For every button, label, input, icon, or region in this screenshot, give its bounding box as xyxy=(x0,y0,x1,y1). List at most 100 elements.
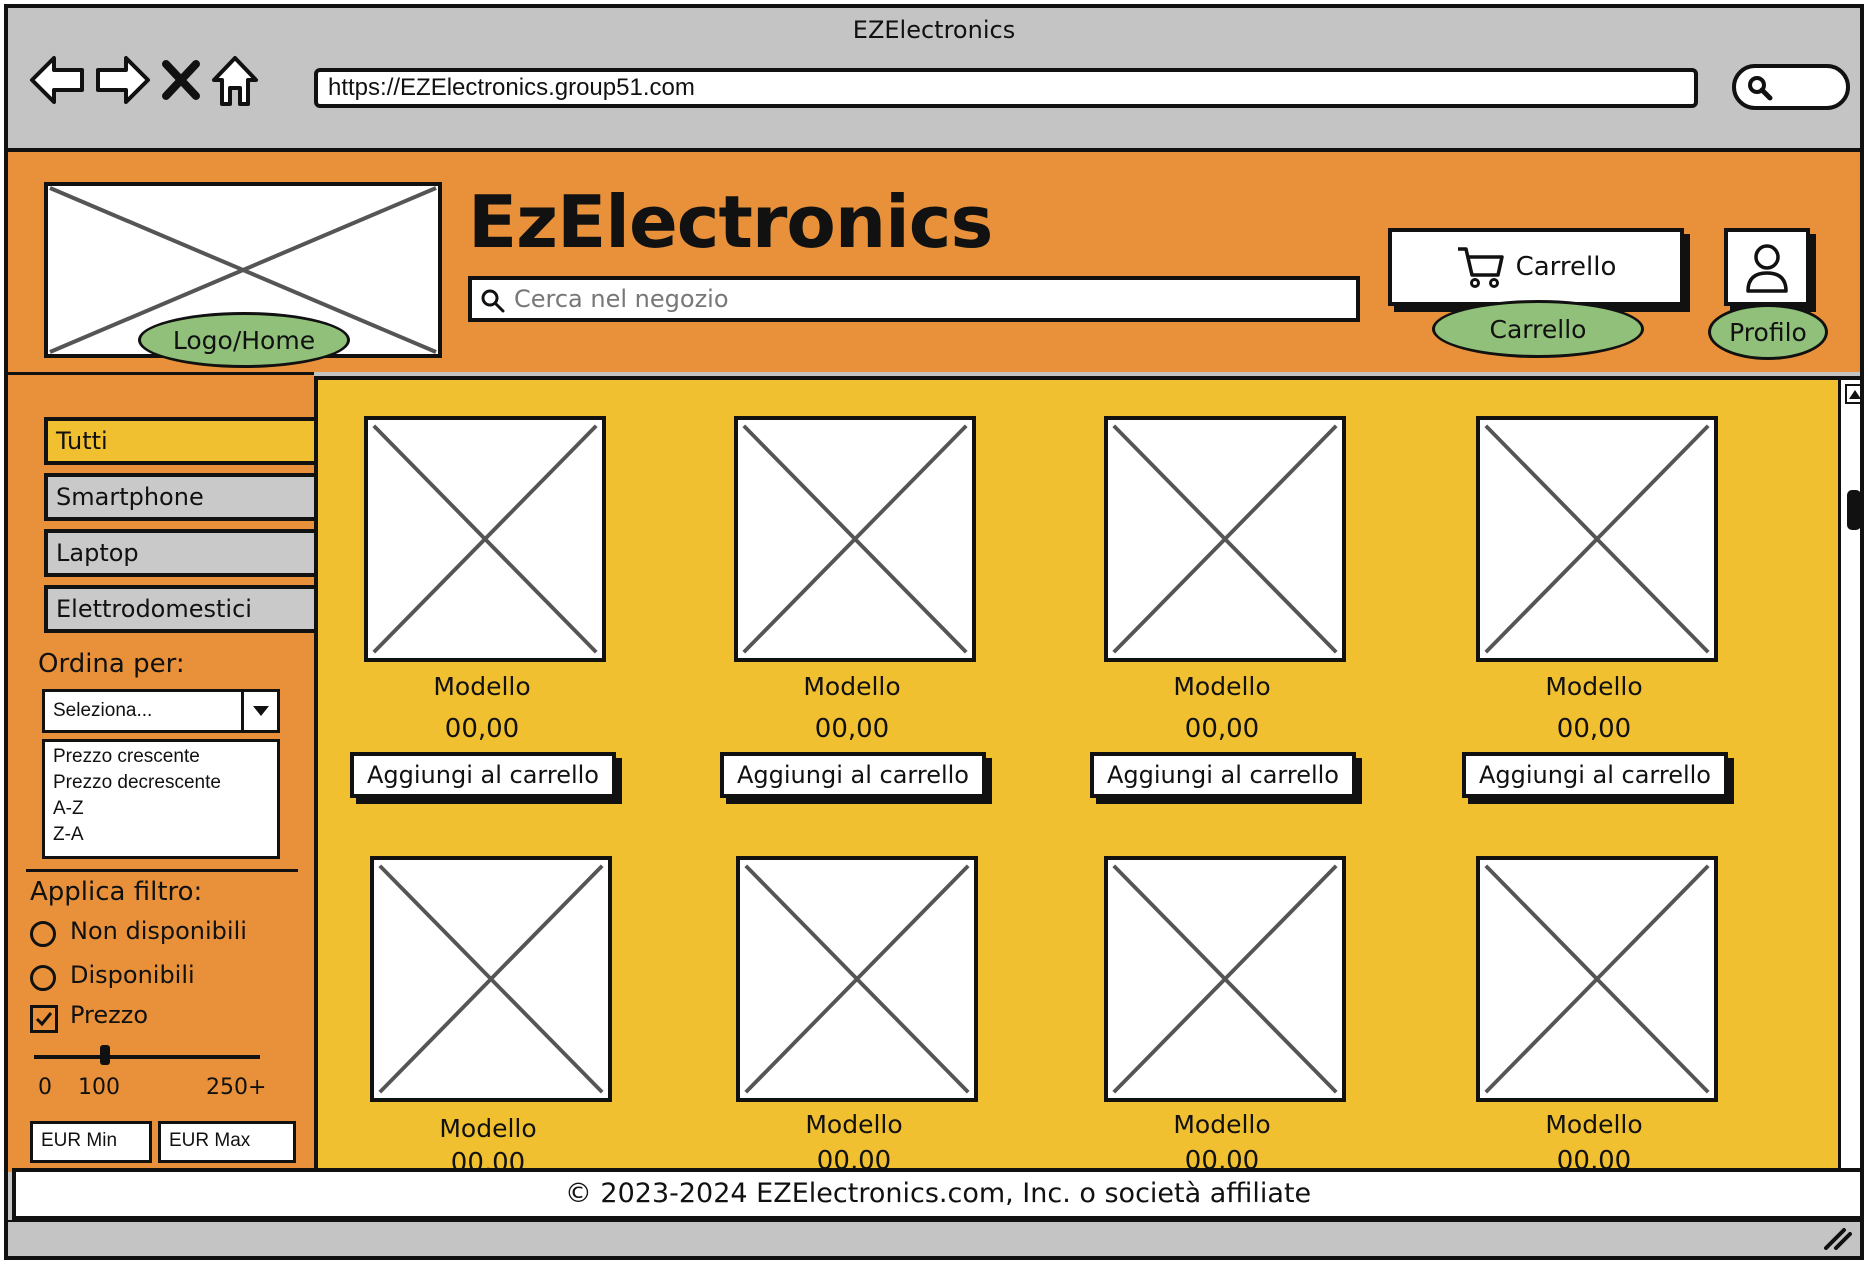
checkbox-prezzo[interactable] xyxy=(30,1005,58,1033)
add-to-cart-button[interactable]: Aggiungi al carrello xyxy=(720,752,986,798)
search-icon xyxy=(1748,76,1773,101)
app-header: Logo/Home EzElectronics Cerca nel negozi… xyxy=(8,148,1860,372)
product-image[interactable] xyxy=(734,416,976,662)
product-image[interactable] xyxy=(1104,416,1346,662)
product-image[interactable] xyxy=(1476,856,1718,1102)
product-grid: Modello 00,00 Aggiungi al carrello Model… xyxy=(314,376,1838,1178)
checkmark-icon xyxy=(35,1012,53,1027)
home-icon[interactable] xyxy=(208,52,262,108)
add-to-cart-button[interactable]: Aggiungi al carrello xyxy=(350,752,616,798)
product-image[interactable] xyxy=(1104,856,1346,1102)
product-card: Modello 00,00 xyxy=(1072,856,1372,1176)
vertical-scrollbar[interactable] xyxy=(1838,376,1860,1176)
product-image[interactable] xyxy=(370,856,612,1102)
scroll-thumb[interactable] xyxy=(1847,490,1860,530)
chevron-down-icon[interactable] xyxy=(241,692,277,730)
footer: © 2023-2024 EZElectronics.com, Inc. o so… xyxy=(12,1168,1860,1220)
sidebar: Tutti Smartphone Laptop Elettrodomestici… xyxy=(8,372,314,1172)
product-price: 00,00 xyxy=(1184,714,1260,744)
price-slider-thumb[interactable] xyxy=(100,1045,110,1065)
image-placeholder-icon xyxy=(1484,424,1710,654)
slider-value-label: 100 xyxy=(78,1075,120,1100)
sort-option-z-a[interactable]: Z-A xyxy=(53,824,84,845)
price-slider-track[interactable] xyxy=(34,1055,260,1059)
category-tab-tutti[interactable]: Tutti xyxy=(44,417,314,465)
cart-icon xyxy=(1457,247,1504,288)
browser-title: EZElectronics xyxy=(852,16,1016,44)
sort-select[interactable]: Seleziona... xyxy=(42,689,280,733)
radio-non-disponibili[interactable] xyxy=(30,921,56,947)
product-name: Modello xyxy=(1173,672,1271,701)
annotation-logo-home: Logo/Home xyxy=(138,312,350,368)
image-placeholder-icon xyxy=(372,424,598,654)
add-to-cart-button[interactable]: Aggiungi al carrello xyxy=(1462,752,1728,798)
radio-disponibili[interactable] xyxy=(30,965,56,991)
product-name: Modello xyxy=(1545,672,1643,701)
annotation-profile: Profilo xyxy=(1708,304,1828,360)
image-placeholder-icon xyxy=(1112,424,1338,654)
user-icon xyxy=(1746,244,1788,293)
resize-grip-icon[interactable] xyxy=(1822,1226,1852,1254)
annotation-cart: Carrello xyxy=(1432,300,1644,358)
product-name: Modello xyxy=(805,1110,903,1139)
eur-min-input[interactable]: EUR Min xyxy=(30,1121,152,1163)
sort-option-a-z[interactable]: A-Z xyxy=(53,798,84,819)
filter-disponibili-label: Disponibili xyxy=(70,961,195,989)
image-placeholder-icon xyxy=(1484,864,1710,1094)
product-image[interactable] xyxy=(736,856,978,1102)
browser-search-field[interactable] xyxy=(1732,64,1850,110)
category-tab-elettrodomestici[interactable]: Elettrodomestici xyxy=(44,585,314,633)
brand-title: EzElectronics xyxy=(468,180,993,264)
product-price: 00,00 xyxy=(814,714,890,744)
url-bar[interactable]: https://EZElectronics.group51.com xyxy=(314,68,1698,108)
sort-options-list: Prezzo crescente Prezzo decrescente A-Z … xyxy=(42,739,280,859)
product-name: Modello xyxy=(1545,1110,1643,1139)
sort-selected-value: Seleziona... xyxy=(53,700,153,721)
back-arrow-icon[interactable] xyxy=(28,52,88,108)
sort-option-prezzo-crescente[interactable]: Prezzo crescente xyxy=(53,746,200,767)
filter-label: Applica filtro: xyxy=(30,877,203,907)
search-icon xyxy=(481,289,505,313)
filter-prezzo-label: Prezzo xyxy=(70,1001,149,1029)
product-card: Modello 00,00 Aggiungi al carrello xyxy=(1444,416,1744,798)
slider-min-label: 0 xyxy=(38,1075,52,1100)
product-card: Modello 00,00 xyxy=(338,856,638,1178)
product-price: 00,00 xyxy=(444,714,520,744)
image-placeholder-icon xyxy=(49,186,437,354)
product-price: 00,00 xyxy=(1556,714,1632,744)
sort-option-prezzo-decrescente[interactable]: Prezzo decrescente xyxy=(53,772,221,793)
store-search-input[interactable]: Cerca nel negozio xyxy=(468,276,1360,322)
product-image[interactable] xyxy=(364,416,606,662)
product-card: Modello 00,00 Aggiungi al carrello xyxy=(702,416,1002,798)
cart-label: Carrello xyxy=(1515,252,1617,282)
filter-non-disponibili-label: Non disponibili xyxy=(70,917,247,945)
category-tab-smartphone[interactable]: Smartphone xyxy=(44,473,314,521)
product-image[interactable] xyxy=(1476,416,1718,662)
product-card: Modello 00,00 Aggiungi al carrello xyxy=(332,416,632,798)
product-card: Modello 00,00 xyxy=(704,856,1004,1176)
add-to-cart-button[interactable]: Aggiungi al carrello xyxy=(1090,752,1356,798)
stop-icon[interactable] xyxy=(158,52,204,108)
slider-max-label: 250+ xyxy=(206,1075,267,1100)
status-bar xyxy=(8,1220,1860,1256)
category-tab-laptop[interactable]: Laptop xyxy=(44,529,314,577)
image-placeholder-icon xyxy=(378,864,604,1094)
forward-arrow-icon[interactable] xyxy=(92,52,152,108)
image-placeholder-icon xyxy=(1112,864,1338,1094)
product-name: Modello xyxy=(433,672,531,701)
product-name: Modello xyxy=(1173,1110,1271,1139)
divider xyxy=(26,869,298,872)
product-name: Modello xyxy=(803,672,901,701)
cart-button[interactable]: Carrello xyxy=(1388,228,1684,306)
sort-label: Ordina per: xyxy=(38,649,185,679)
product-name: Modello xyxy=(439,1114,537,1143)
profile-button[interactable] xyxy=(1724,228,1810,306)
product-card: Modello 00,00 Aggiungi al carrello xyxy=(1072,416,1372,798)
browser-window: EZElectronics https://EZElectronics.grou… xyxy=(4,4,1864,1260)
scroll-up-icon[interactable] xyxy=(1845,384,1860,404)
search-placeholder: Cerca nel negozio xyxy=(514,285,729,313)
eur-max-input[interactable]: EUR Max xyxy=(158,1121,296,1163)
product-card: Modello 00,00 xyxy=(1444,856,1744,1176)
image-placeholder-icon xyxy=(744,864,970,1094)
image-placeholder-icon xyxy=(742,424,968,654)
